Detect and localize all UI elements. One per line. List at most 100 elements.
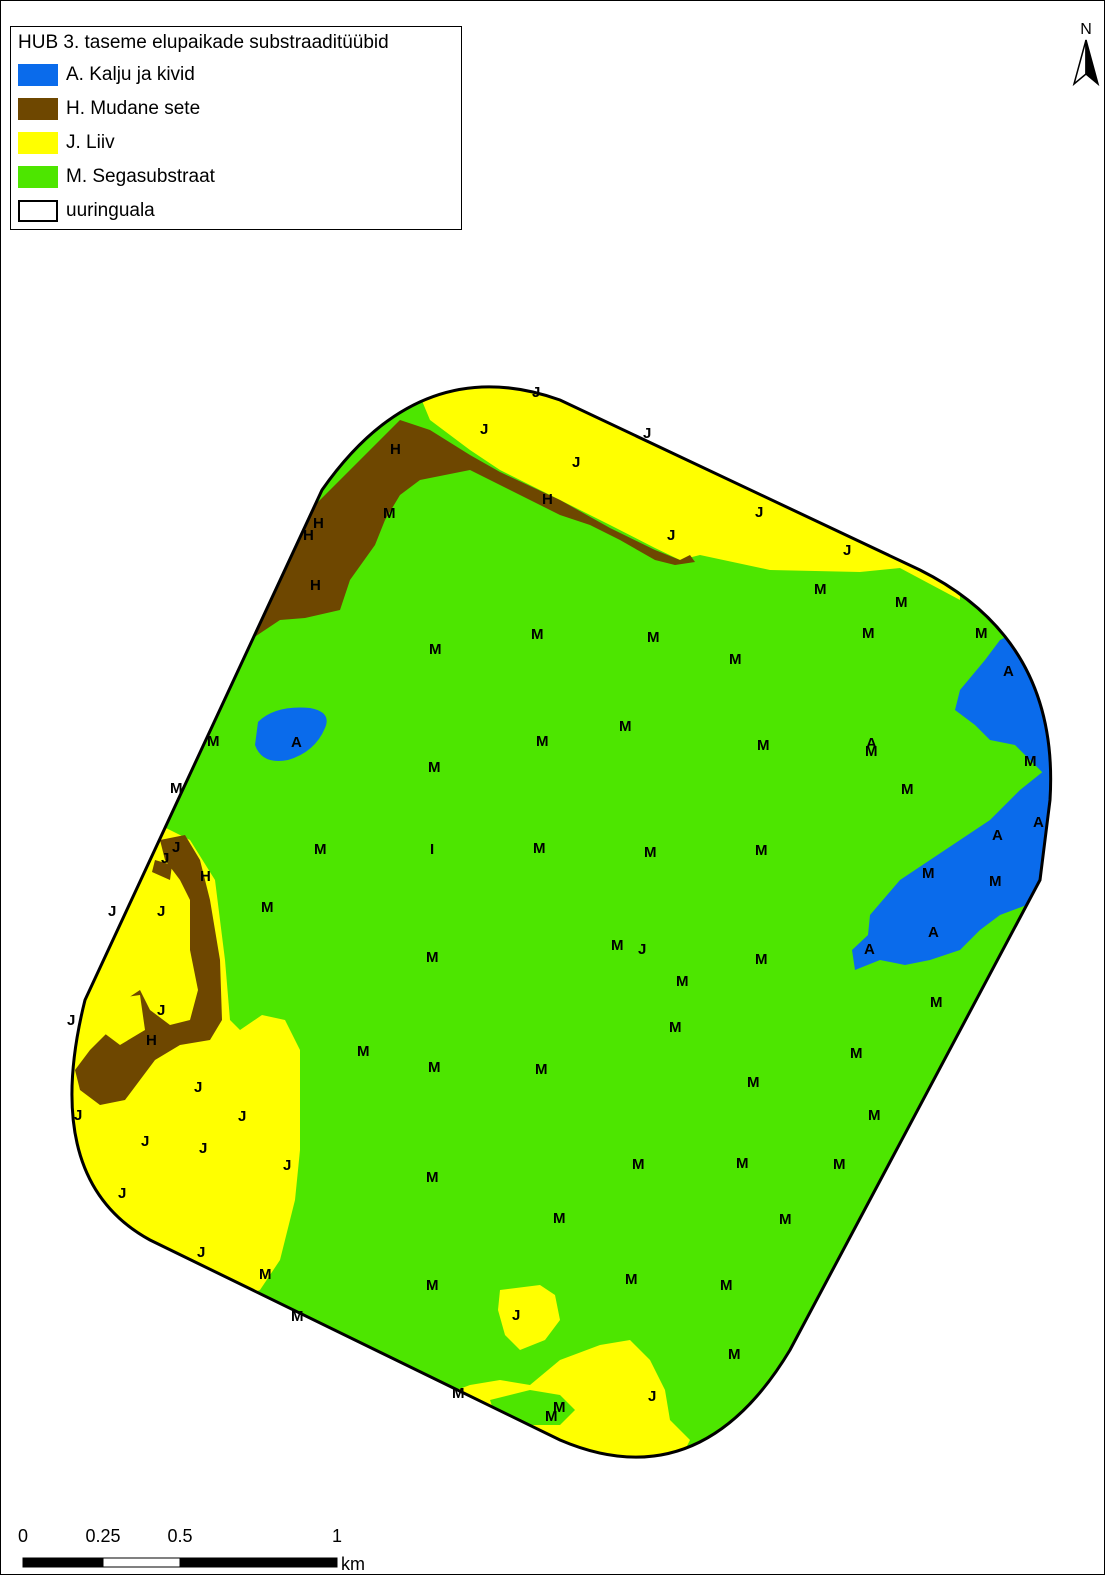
legend-swatch-mud [18,98,58,120]
sample-label: J [572,454,580,471]
sample-label: M [850,1045,863,1062]
scale-tick-label: 1 [332,1526,342,1546]
sample-label: J [843,542,851,559]
legend-swatch-sand [18,132,58,154]
sample-label: M [736,1155,749,1172]
sample-label: J [648,1388,656,1405]
sample-label: J [108,903,116,920]
sample-label: M [676,973,689,990]
scale-tick-label: 0.5 [167,1526,192,1546]
scale-bar: 0 0.25 0.5 1 km [18,1526,365,1574]
sample-label: M [429,641,442,658]
scale-unit: km [341,1554,365,1574]
sample-label: M [452,1385,465,1402]
sample-label: A [992,827,1003,844]
north-label: N [1080,21,1092,38]
sample-label: M [632,1156,645,1173]
sample-label: M [757,737,770,754]
sample-label: M [930,994,943,1011]
rock-area-east-south [852,770,1051,970]
sample-label: H [390,441,401,458]
sample-label: M [207,733,220,750]
sample-label: M [729,651,742,668]
sample-label: J [194,1079,202,1096]
sample-label: M [259,1266,272,1283]
sample-label: H [310,577,321,594]
sample-label: M [619,718,632,735]
scale-tick-label: 0.25 [85,1526,120,1546]
sample-label: J [141,1133,149,1150]
sample-label: M [814,581,827,598]
sample-label: A [928,924,939,941]
sample-label: H [542,491,553,508]
sample-label: A [291,734,302,751]
sample-label: M [625,1271,638,1288]
sample-label: A [1003,663,1014,680]
legend-title: HUB 3. taseme elupaikade substraaditüübi… [18,32,389,53]
sample-label: M [291,1308,304,1325]
sample-label: M [989,873,1002,890]
sample-label: A [866,735,877,752]
mud-area-north [250,420,695,640]
sample-label: M [728,1346,741,1363]
legend-label: J. Liiv [66,132,115,153]
legend-item-mud: H. Mudane sete [18,92,461,126]
sample-label: M [428,759,441,776]
sample-label: J [532,384,540,401]
map-legend: HUB 3. taseme elupaikade substraaditüübi… [10,26,462,230]
sample-label: M [428,1059,441,1076]
sample-label: M [533,840,546,857]
sample-label: M [779,1211,792,1228]
mud-area-west-edge [71,950,80,975]
legend-item-mixed: M. Segasubstraat [18,160,461,194]
sample-label: M [314,841,327,858]
sample-label: J [74,1107,82,1124]
sample-label: J [643,425,651,442]
sample-label: M [755,951,768,968]
sample-label: M [536,733,549,750]
sample-label: M [720,1277,733,1294]
sample-label: J [480,421,488,438]
sample-label: J [118,1185,126,1202]
sample-label: M [426,1277,439,1294]
sample-label: H [313,515,324,532]
sample-label: M [747,1074,760,1091]
sample-label: M [426,949,439,966]
sample-label: M [535,1061,548,1078]
sample-label: J [283,1157,291,1174]
sample-label: M [868,1107,881,1124]
sample-label: M [611,937,624,954]
sample-label: J [238,1108,246,1125]
sample-label: J [512,1307,520,1324]
sample-label: I [430,841,434,858]
sample-label: M [1024,753,1037,770]
legend-swatch-study-area [18,200,58,222]
sand-patch-west [100,995,145,1045]
sample-label: J [667,527,675,544]
north-arrow-icon: N [1072,21,1100,87]
sample-label: M [901,781,914,798]
sample-label: M [426,1169,439,1186]
legend-label: H. Mudane sete [66,98,201,119]
sample-label: M [383,505,396,522]
sample-label: M [545,1408,558,1425]
sample-label: M [531,626,544,643]
legend-label: M. Segasubstraat [66,166,215,187]
scale-segment [179,1557,338,1568]
sample-label: J [157,1002,165,1019]
sample-label: M [553,1399,566,1416]
legend-item-rock: A. Kalju ja kivid [18,58,461,92]
sample-label: M [862,625,875,642]
sample-label: H [200,868,211,885]
sample-label: M [647,629,660,646]
sample-labels: J J J J J J J H H M H H H M M M M M M M … [67,384,1044,1425]
sample-label: M [357,1043,370,1060]
sample-label: M [261,899,274,916]
sample-label: M [975,625,988,642]
sample-label: M [669,1019,682,1036]
study-area-outline [70,385,1053,1459]
sand-patch-south [498,1285,560,1350]
legend-label: A. Kalju ja kivid [66,64,195,85]
sample-label: A [1033,814,1044,831]
